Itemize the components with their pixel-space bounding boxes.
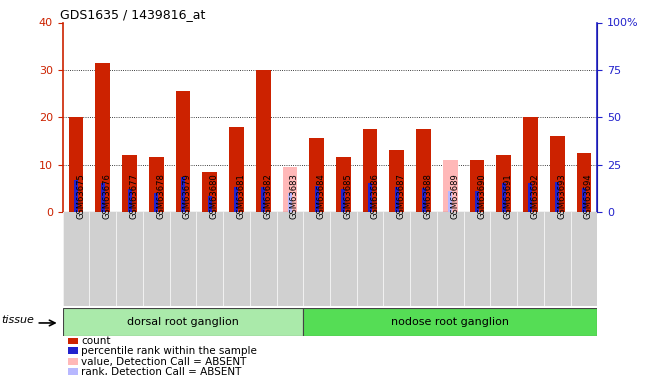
Bar [68,337,78,344]
Text: dorsal root ganglion: dorsal root ganglion [127,316,239,327]
Bar [68,368,78,375]
Text: GSM63676: GSM63676 [103,174,112,219]
Bar [422,188,426,212]
Bar [282,167,297,212]
Bar [582,188,586,212]
Bar [127,189,131,212]
Text: GSM63690: GSM63690 [477,174,486,219]
Text: GSM63687: GSM63687 [397,174,406,219]
Bar [304,308,597,336]
Text: GSM63688: GSM63688 [424,174,432,219]
Bar [577,153,591,212]
Bar [363,129,378,212]
Bar [341,189,345,212]
Text: GSM63683: GSM63683 [290,174,299,219]
Bar [256,70,271,212]
Bar [69,117,83,212]
Bar [470,160,484,212]
Text: GSM63682: GSM63682 [263,174,272,219]
Bar [475,191,479,212]
Text: tissue: tissue [1,315,34,325]
Bar [234,187,238,212]
Text: GSM63691: GSM63691 [504,174,513,219]
Text: percentile rank within the sample: percentile rank within the sample [81,346,257,356]
Bar [229,127,244,212]
Text: GSM63694: GSM63694 [584,174,593,219]
Bar [203,172,217,212]
Bar [101,183,105,212]
Bar [310,138,324,212]
Bar [555,182,559,212]
Bar [149,158,164,212]
Bar [176,91,190,212]
Text: GSM63693: GSM63693 [557,174,566,219]
Text: nodose root ganglion: nodose root ganglion [391,316,510,327]
Bar [443,160,457,212]
Text: GSM63677: GSM63677 [129,174,139,219]
Bar [208,196,212,212]
Text: GSM63681: GSM63681 [236,174,246,219]
Bar [416,129,431,212]
Bar [74,180,78,212]
Text: GSM63675: GSM63675 [76,174,85,219]
Bar [154,193,158,212]
Bar [496,155,511,212]
Text: GSM63679: GSM63679 [183,174,192,219]
Text: GSM63684: GSM63684 [317,174,325,219]
Text: GSM63689: GSM63689 [450,174,459,219]
Bar [448,191,452,212]
Text: value, Detection Call = ABSENT: value, Detection Call = ABSENT [81,357,247,366]
Bar [96,63,110,212]
Text: count: count [81,336,111,345]
Bar [550,136,564,212]
Text: GSM63686: GSM63686 [370,174,379,219]
Bar [63,308,304,336]
Bar [315,186,319,212]
Bar [68,358,78,364]
Bar [529,183,533,212]
Text: GSM63680: GSM63680 [210,174,218,219]
Bar [368,183,372,212]
Bar [122,155,137,212]
Text: GSM63678: GSM63678 [156,174,165,219]
Bar [336,158,350,212]
Bar [389,150,404,212]
Bar [395,187,399,212]
Bar [288,193,292,212]
Bar [68,347,78,354]
Text: GSM63692: GSM63692 [531,174,539,219]
Bar [181,177,185,212]
Text: GSM63685: GSM63685 [343,174,352,219]
Bar [502,183,506,212]
Text: rank, Detection Call = ABSENT: rank, Detection Call = ABSENT [81,367,242,375]
Bar [261,187,265,212]
Bar [523,117,538,212]
Text: GDS1635 / 1439816_at: GDS1635 / 1439816_at [60,8,205,21]
